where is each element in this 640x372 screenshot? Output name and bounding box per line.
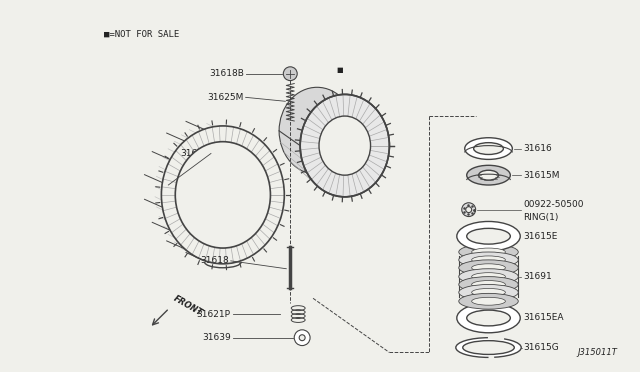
Circle shape — [299, 335, 305, 341]
Circle shape — [466, 207, 472, 212]
Ellipse shape — [459, 244, 518, 260]
Text: RING(1): RING(1) — [524, 213, 559, 222]
Ellipse shape — [459, 277, 518, 292]
Ellipse shape — [472, 273, 506, 280]
Ellipse shape — [459, 260, 518, 276]
Ellipse shape — [459, 269, 518, 285]
Text: 31616: 31616 — [524, 144, 552, 153]
Ellipse shape — [467, 310, 510, 326]
Text: 31618: 31618 — [200, 256, 228, 265]
Text: FRONT: FRONT — [172, 294, 205, 318]
Text: 31615G: 31615G — [524, 343, 559, 352]
Ellipse shape — [467, 165, 510, 185]
Ellipse shape — [319, 116, 371, 175]
Circle shape — [461, 203, 476, 217]
Ellipse shape — [472, 248, 506, 256]
Text: 31625M: 31625M — [207, 93, 244, 102]
Ellipse shape — [459, 294, 518, 309]
Text: 31691: 31691 — [524, 272, 552, 281]
Ellipse shape — [467, 228, 510, 244]
Text: 31615EA: 31615EA — [524, 314, 564, 323]
Text: J315011T: J315011T — [577, 349, 618, 357]
Ellipse shape — [463, 341, 515, 355]
Text: ■=NOT FOR SALE: ■=NOT FOR SALE — [104, 30, 179, 39]
Circle shape — [284, 67, 297, 81]
Ellipse shape — [472, 288, 506, 296]
Text: 31615E: 31615E — [524, 232, 557, 241]
Ellipse shape — [279, 87, 355, 174]
Ellipse shape — [457, 303, 520, 333]
Text: 31615M: 31615M — [524, 171, 560, 180]
Circle shape — [294, 330, 310, 346]
Text: 31621P: 31621P — [196, 310, 231, 318]
Text: 31639: 31639 — [202, 333, 231, 342]
Ellipse shape — [300, 94, 389, 197]
Text: 00922-50500: 00922-50500 — [524, 200, 584, 209]
Ellipse shape — [459, 252, 518, 268]
Ellipse shape — [472, 280, 506, 288]
Ellipse shape — [459, 285, 518, 300]
Text: 31630: 31630 — [180, 149, 209, 158]
Ellipse shape — [472, 264, 506, 272]
Ellipse shape — [472, 297, 506, 305]
Ellipse shape — [175, 142, 271, 248]
Text: ■: ■ — [337, 67, 343, 73]
Ellipse shape — [457, 221, 520, 251]
Ellipse shape — [472, 256, 506, 264]
Ellipse shape — [456, 338, 521, 357]
Ellipse shape — [465, 138, 512, 160]
Ellipse shape — [474, 142, 504, 154]
Ellipse shape — [479, 170, 499, 180]
Text: 31618B: 31618B — [209, 69, 244, 78]
